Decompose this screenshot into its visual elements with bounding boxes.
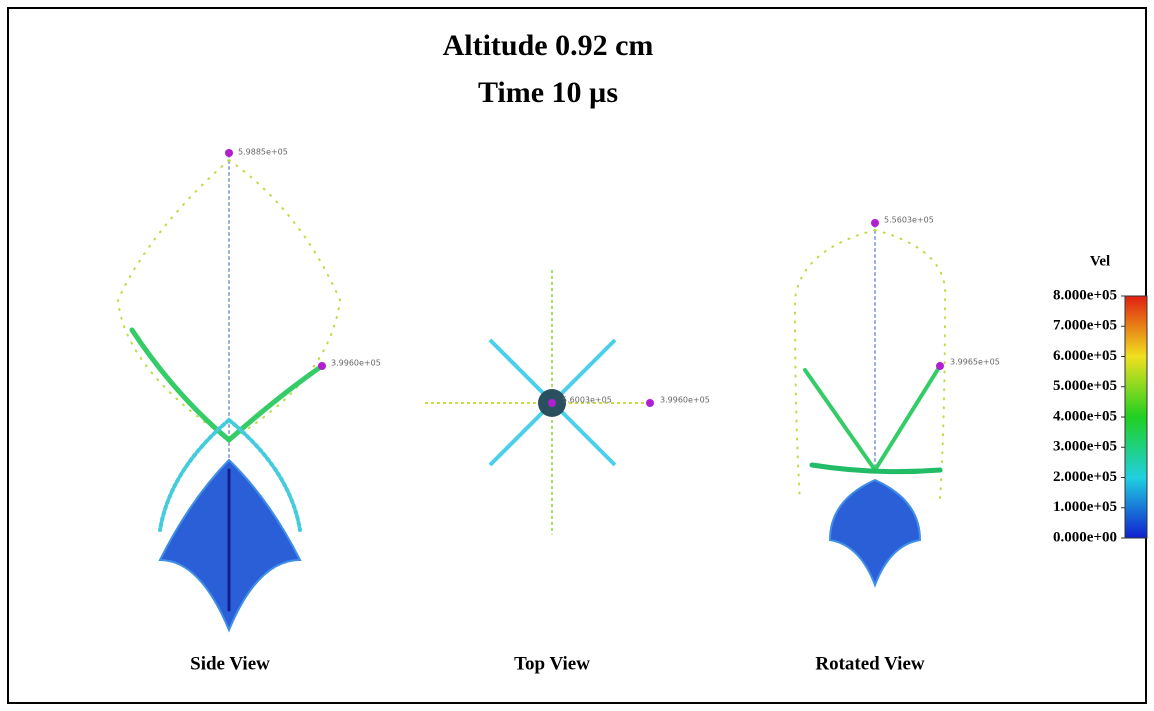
rotated-view-plot [795,225,945,585]
colorbar-ticks: 8.000e+05 7.000e+05 6.000e+05 5.000e+05 4.00… [1053,287,1125,545]
view-label: Top View [514,653,590,674]
subtitle: Time 10 µs [478,76,618,109]
frame [8,8,1146,703]
annotation: 5.9885e+05 [238,148,288,157]
top-view-plot [425,270,650,535]
annotation: 5.6003e+05 [562,396,612,405]
colorbar-tick-label: 1.000e+05 [1053,499,1117,515]
colorbar-tick-label: 3.000e+05 [1053,439,1117,455]
annotation: 3.9960e+05 [660,396,710,405]
page: Altitude 0.92 cm Time 10 µs 5.9885e+05 3… [0,0,1154,711]
marker [318,362,326,370]
colorbar-tick-label: 4.000e+05 [1053,408,1117,424]
colorbar-tick-label: 7.000e+05 [1053,318,1117,334]
annotation: 5.5603e+05 [884,216,934,225]
marker [871,219,879,227]
colorbar-tick-label: 2.000e+05 [1053,469,1117,485]
colorbar-tick-label: 6.000e+05 [1053,348,1117,364]
annotation: 3.9965e+05 [950,358,1000,367]
marker [548,399,556,407]
view-label: Side View [190,653,270,674]
annotation: 3.9960e+05 [331,359,381,368]
title: Altitude 0.92 cm [443,29,654,62]
marker [225,149,233,157]
side-view-plot [118,155,340,630]
colorbar-tick-label: 0.000e+00 [1053,529,1117,545]
colorbar-title: Vel [1090,253,1110,269]
visualization: Altitude 0.92 cm Time 10 µs 5.9885e+05 3… [0,0,1154,711]
marker [646,399,654,407]
view-label: Rotated View [815,653,925,674]
marker [936,362,944,370]
colorbar [1125,296,1147,538]
colorbar-tick-label: 5.000e+05 [1053,378,1117,394]
colorbar-tick-label: 8.000e+05 [1053,287,1117,303]
